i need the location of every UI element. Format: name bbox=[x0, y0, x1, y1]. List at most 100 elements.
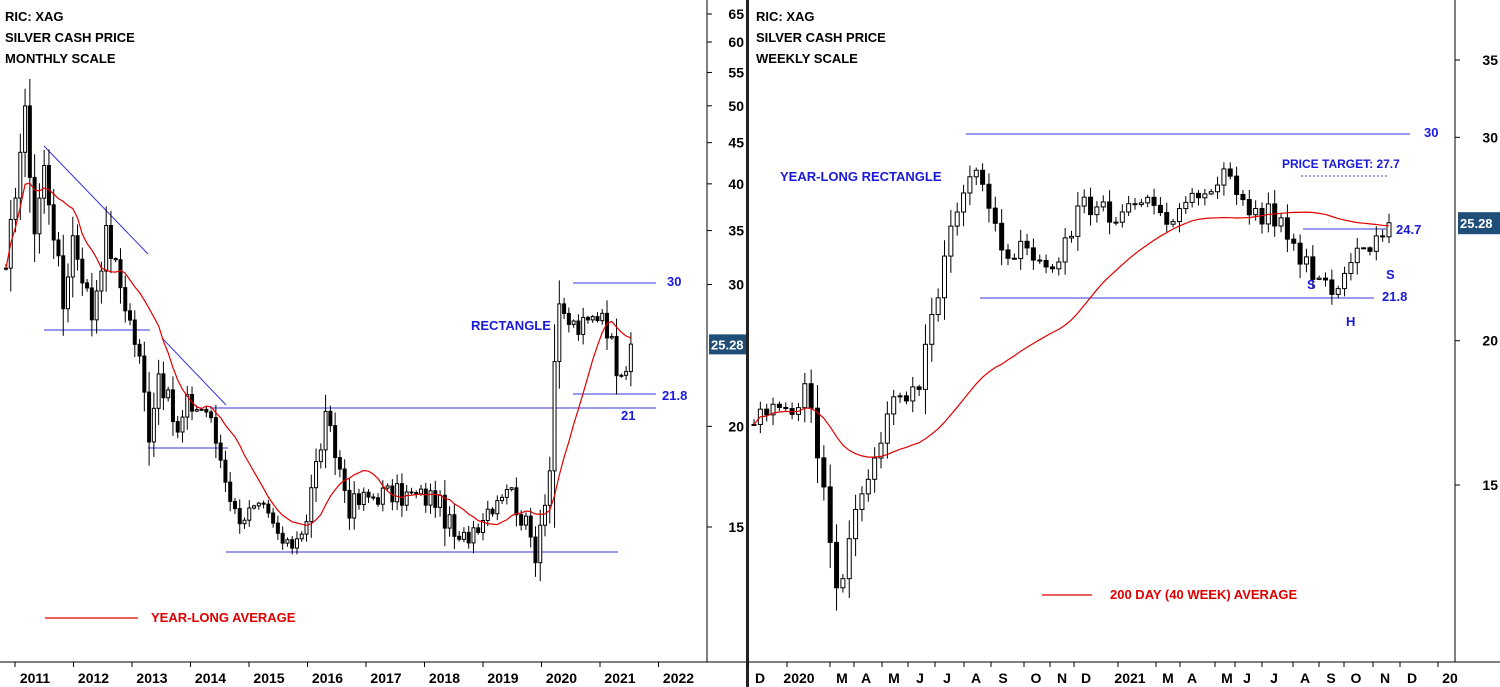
monthly-candle bbox=[547, 470, 552, 506]
x-tick-label: A bbox=[1300, 670, 1310, 686]
monthly-candle bbox=[337, 457, 342, 470]
weekly-candle bbox=[967, 176, 973, 194]
monthly-candle bbox=[61, 255, 66, 310]
x-tick-label: M bbox=[836, 670, 848, 686]
weekly-candle bbox=[1227, 168, 1233, 177]
x-tick-label: O bbox=[1351, 670, 1362, 686]
weekly-candle bbox=[783, 407, 789, 410]
weekly-candle bbox=[1208, 191, 1214, 195]
panel-divider bbox=[746, 0, 749, 687]
weekly-candle bbox=[1005, 249, 1011, 259]
monthly-candle bbox=[457, 535, 462, 540]
weekly-candle bbox=[986, 183, 992, 209]
monthly-candle bbox=[275, 522, 280, 534]
weekly-candle bbox=[1253, 207, 1259, 216]
rectangle-bottom-label: 21.8 bbox=[662, 388, 687, 403]
monthly-candle bbox=[447, 514, 452, 529]
x-tick-label: 2017 bbox=[370, 670, 401, 686]
monthly-candle bbox=[118, 259, 123, 289]
monthly-candle bbox=[51, 204, 56, 241]
monthly-candle bbox=[328, 410, 333, 427]
weekly-candle bbox=[1323, 277, 1328, 281]
weekly-candle bbox=[1176, 208, 1182, 223]
monthly-candle bbox=[299, 533, 304, 540]
x-tick-label: D bbox=[1081, 670, 1091, 686]
weekly-candle bbox=[821, 457, 827, 488]
monthly-candle bbox=[500, 496, 505, 502]
monthly-candle bbox=[528, 515, 533, 538]
left-shoulder-label: S bbox=[1307, 277, 1316, 292]
monthly-candle bbox=[123, 287, 128, 312]
weekly-candle bbox=[1056, 261, 1062, 270]
weekly-candle bbox=[1361, 247, 1367, 250]
monthly-candle bbox=[562, 303, 567, 314]
weekly-candle bbox=[1272, 203, 1278, 227]
monthly-candle bbox=[271, 512, 276, 524]
monthly-candle bbox=[170, 389, 175, 423]
weekly-candle bbox=[1215, 184, 1221, 193]
legend-label: 200 DAY (40 WEEK) AVERAGE bbox=[1110, 587, 1297, 602]
monthly-candle bbox=[180, 416, 185, 433]
y-tick-label: 35 bbox=[728, 223, 744, 239]
weekly-candle bbox=[1373, 235, 1379, 252]
monthly-chart-title: SILVER CASH PRICE bbox=[5, 30, 135, 45]
weekly-candle bbox=[1113, 221, 1119, 224]
y-tick-label: 30 bbox=[1482, 129, 1498, 145]
monthly-candle bbox=[490, 508, 495, 515]
monthly-candle bbox=[46, 164, 51, 206]
monthly-candle bbox=[80, 258, 85, 284]
weekly-candle bbox=[865, 478, 871, 495]
weekly-candle bbox=[770, 403, 776, 416]
monthly-candle bbox=[628, 343, 633, 373]
price-target-label: PRICE TARGET: 27.7 bbox=[1282, 157, 1400, 171]
monthly-candle bbox=[404, 491, 409, 506]
monthly-candle bbox=[266, 503, 271, 514]
y-tick-label: 20 bbox=[1482, 333, 1498, 349]
monthly-chart: 15 20 30 35 40 45 50 55 60 65 2011 2012 2013 2014 2015… bbox=[0, 0, 747, 686]
x-tick-label: M bbox=[1162, 670, 1174, 686]
monthly-candle bbox=[590, 316, 595, 321]
monthly-candle bbox=[576, 320, 581, 335]
x-tick-label: S bbox=[998, 670, 1007, 686]
monthly-candle bbox=[600, 312, 605, 322]
x-tick-label: O bbox=[1031, 670, 1042, 686]
weekly-candle bbox=[834, 541, 840, 589]
monthly-candle bbox=[99, 270, 104, 292]
monthly-candle bbox=[151, 407, 156, 443]
weekly-candle bbox=[1100, 201, 1106, 208]
weekly-candle bbox=[929, 314, 935, 345]
monthly-candle bbox=[428, 490, 433, 506]
monthly-candle bbox=[538, 524, 543, 564]
right-shoulder-label: S bbox=[1386, 267, 1395, 282]
monthly-candle bbox=[252, 505, 257, 509]
x-tick-label: 2016 bbox=[312, 670, 343, 686]
monthly-candle bbox=[213, 417, 218, 444]
x-tick-label: N bbox=[1057, 670, 1067, 686]
weekly-candle bbox=[922, 343, 928, 390]
x-tick-label: 2012 bbox=[78, 670, 109, 686]
x-tick-label: 2019 bbox=[487, 670, 518, 686]
monthly-candle bbox=[18, 151, 23, 199]
weekly-candle bbox=[1170, 221, 1176, 225]
weekly-candle bbox=[1138, 202, 1144, 206]
weekly-candle bbox=[1297, 242, 1303, 265]
monthly-candle bbox=[323, 410, 328, 451]
weekly-candle bbox=[1107, 201, 1113, 223]
monthly-candle bbox=[175, 421, 180, 433]
weekly-candle bbox=[1183, 201, 1189, 210]
x-tick-label: 2018 bbox=[429, 670, 460, 686]
monthly-candle bbox=[385, 485, 390, 489]
weekly-candle bbox=[1145, 196, 1151, 204]
trendline bbox=[161, 337, 227, 406]
x-tick-label: 2020 bbox=[546, 670, 577, 686]
monthly-candle bbox=[423, 488, 428, 506]
weekly-candle bbox=[884, 413, 890, 444]
weekly-candle bbox=[954, 211, 960, 227]
monthly-candle bbox=[347, 489, 352, 519]
monthly-candle bbox=[285, 539, 290, 544]
monthly-candle bbox=[242, 519, 247, 525]
weekly-candle bbox=[1088, 196, 1094, 216]
weekly-candle bbox=[891, 396, 897, 415]
weekly-candle bbox=[1094, 206, 1100, 216]
